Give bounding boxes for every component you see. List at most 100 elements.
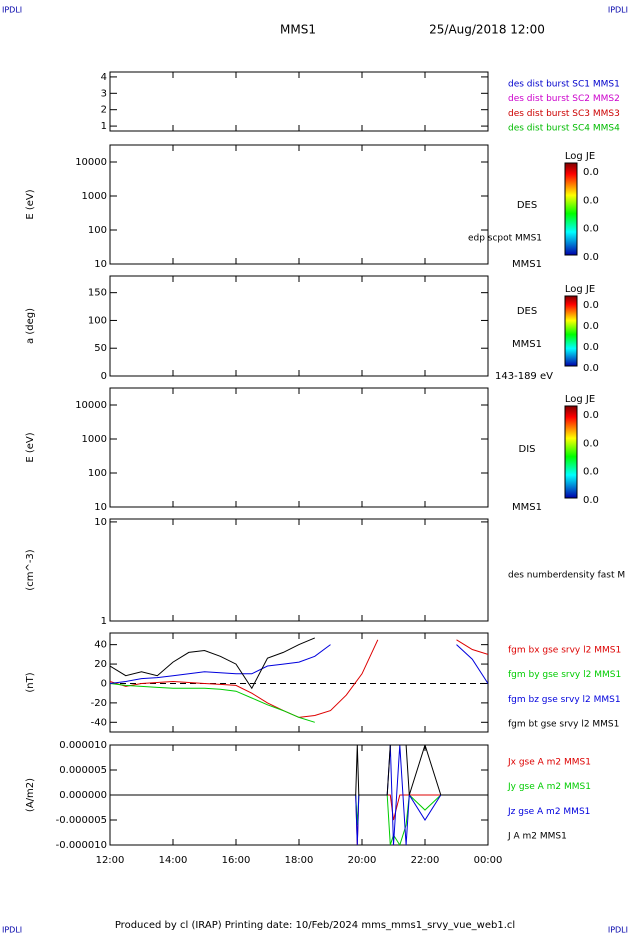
date: 25/Aug/2018 12:00: [429, 23, 545, 37]
y-tick-label: 100: [88, 468, 107, 479]
legend-label: fgm bz gse srvy l2 MMS1: [508, 695, 621, 705]
y-tick-label: -0.000010: [56, 840, 107, 851]
colorbar-label: 0.0: [583, 195, 599, 206]
colorbar-label: 0.0: [583, 467, 599, 478]
y-tick-label: 3: [101, 88, 107, 99]
footer: Produced by cl (IRAP) Printing date: 10/…: [115, 920, 515, 931]
colorbar-label: 0.0: [583, 363, 599, 374]
colorbar-label: 0.0: [583, 224, 599, 235]
annotation: MMS1: [512, 502, 542, 513]
y-tick-label: 150: [88, 288, 107, 299]
annotation: des numberdensity fast M: [508, 571, 625, 581]
colorbar-title: Log JE: [565, 394, 595, 405]
colorbar-label: 0.0: [583, 495, 599, 506]
legend-label: Jx gse A m2 MMS1: [507, 758, 591, 768]
colorbar-title: Log JE: [565, 284, 595, 295]
y-tick-label: 1: [101, 121, 107, 132]
y-tick-label: 40: [94, 640, 107, 651]
legend-label: fgm bx gse srvy l2 MMS1: [508, 646, 621, 656]
y-tick-label: 50: [94, 343, 107, 354]
y-axis-label: (cm^-3): [25, 549, 36, 590]
colorbar-label: 0.0: [583, 321, 599, 332]
colorbar-label: 0.0: [583, 438, 599, 449]
y-tick-label: 1000: [82, 191, 107, 202]
y-tick-label: -40: [91, 717, 107, 728]
corner-label: IPDLI: [2, 926, 22, 934]
annotation: edp scpot MMS1: [468, 234, 542, 244]
y-tick-label: -0.000005: [56, 815, 107, 826]
colorbar: [564, 295, 578, 367]
y-tick-label: 10000: [75, 157, 107, 168]
colorbar-label: 0.0: [583, 342, 599, 353]
legend-label: Jy gse A m2 MMS1: [507, 782, 591, 792]
x-tick-label: 18:00: [285, 855, 314, 866]
legend-label: des dist burst SC2 MMS2: [508, 94, 620, 104]
legend-label: fgm bt gse srvy l2 MMS1: [508, 720, 619, 730]
panel-frame: [109, 387, 489, 508]
panel-frame: [109, 518, 489, 622]
y-tick-label: 0.000010: [59, 740, 107, 751]
y-tick-label: 10: [94, 502, 107, 513]
y-axis-label: E (eV): [25, 432, 36, 462]
corner-label: IPDLI: [2, 6, 22, 15]
data-line: [110, 745, 488, 796]
data-line: [110, 745, 488, 845]
data-line: [110, 637, 315, 690]
legend-label: J A m2 MMS1: [507, 832, 567, 842]
y-axis-label: (nT): [25, 672, 36, 692]
y-axis-label: E (eV): [25, 189, 36, 219]
corner-label: IPDLI: [608, 6, 628, 15]
y-tick-label: -20: [91, 698, 107, 709]
corner-label: IPDLI: [608, 926, 628, 934]
panel-frame: [109, 275, 489, 377]
y-tick-label: 100: [88, 225, 107, 236]
y-tick-label: 4: [101, 72, 107, 83]
y-axis-label: (A/m2): [25, 778, 36, 812]
colorbar-label: 0.0: [583, 252, 599, 263]
data-line: [110, 684, 457, 731]
x-tick-label: 20:00: [348, 855, 377, 866]
data-line: [110, 793, 488, 845]
colorbar: [564, 162, 578, 256]
panel-frame: [109, 71, 489, 132]
annotation: DES: [517, 306, 537, 317]
annotation: DES: [517, 200, 537, 211]
annotation: DIS: [519, 444, 536, 455]
title: MMS1: [280, 23, 316, 37]
y-tick-label: 10: [94, 259, 107, 270]
x-tick-label: 14:00: [159, 855, 188, 866]
y-tick-label: 10: [94, 517, 107, 528]
annotation: MMS1: [512, 339, 542, 350]
data-line: [110, 639, 488, 718]
legend-label: Jz gse A m2 MMS1: [507, 807, 590, 817]
legend-label: des dist burst SC4 MMS4: [508, 124, 620, 134]
y-tick-label: 100: [88, 315, 107, 326]
y-tick-label: 0: [101, 371, 107, 382]
y-tick-label: 1000: [82, 434, 107, 445]
y-axis-label: a (deg): [25, 308, 36, 344]
colorbar-title: Log JE: [565, 151, 595, 162]
y-tick-label: 20: [94, 659, 107, 670]
data-line: [110, 644, 488, 684]
colorbar: [564, 405, 578, 499]
colorbar-label: 0.0: [583, 167, 599, 178]
annotation: 143-189 eV: [495, 371, 553, 382]
y-tick-label: 2: [101, 105, 107, 116]
legend-label: des dist burst SC3 MMS3: [508, 109, 620, 119]
legend-label: fgm by gse srvy l2 MMS1: [508, 670, 621, 680]
panel-frame: [109, 144, 489, 265]
x-tick-label: 16:00: [222, 855, 251, 866]
data-line: [110, 794, 488, 845]
colorbar-label: 0.0: [583, 410, 599, 421]
y-tick-label: 0.000000: [59, 790, 107, 801]
legend-label: des dist burst SC1 MMS1: [508, 80, 620, 90]
y-tick-label: 0: [101, 678, 107, 689]
x-tick-label: 12:00: [96, 855, 125, 866]
annotation: MMS1: [512, 259, 542, 270]
x-tick-label: 00:00: [474, 855, 503, 866]
y-tick-label: 1: [101, 616, 107, 627]
y-tick-label: 10000: [75, 400, 107, 411]
colorbar-label: 0.0: [583, 300, 599, 311]
x-tick-label: 22:00: [411, 855, 440, 866]
